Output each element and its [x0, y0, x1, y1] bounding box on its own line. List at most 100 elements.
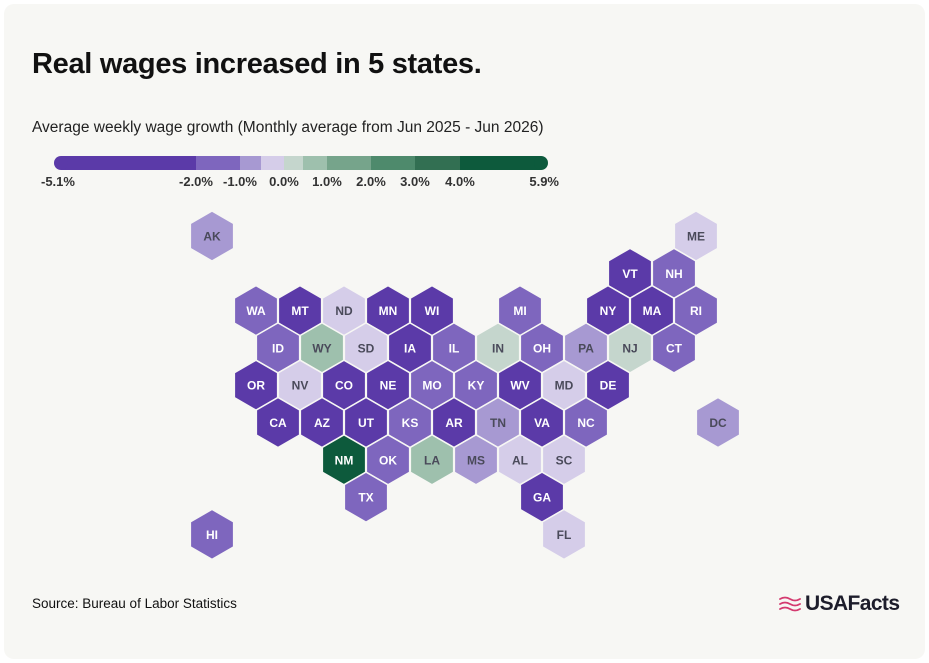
color-legend: -5.1% -2.0% -1.0% 0.0% 1.0% 2.0% 3.0% 4.0% 5.9% [41, 156, 559, 189]
state-label: OK [379, 453, 397, 467]
legend-tick-label: 1.0% [312, 174, 342, 189]
chart-subtitle: Average weekly wage growth (Monthly aver… [32, 119, 544, 136]
state-tile-ak[interactable]: AK [189, 210, 235, 262]
legend-swatch [460, 156, 542, 170]
state-label: WY [312, 341, 331, 355]
state-tile-ar[interactable]: AR [431, 396, 477, 449]
state-label: AK [203, 230, 221, 244]
state-label: NY [600, 304, 617, 318]
legend-tick-label: 2.0% [356, 174, 386, 189]
chart-title: Real wages increased in 5 states. [32, 48, 482, 80]
state-label: PA [578, 341, 594, 355]
state-hex [541, 508, 587, 561]
legend-swatch [196, 156, 241, 170]
state-label: UT [358, 416, 375, 430]
state-label: ID [272, 341, 284, 355]
state-label: MA [643, 304, 662, 318]
legend-swatch [54, 156, 68, 170]
state-label: DC [709, 416, 727, 430]
state-label: IL [449, 341, 460, 355]
legend-tick-label: -1.0% [223, 174, 257, 189]
state-label: OR [247, 379, 265, 393]
state-label: VT [622, 267, 638, 281]
legend-swatch [261, 156, 285, 170]
legend-tick-label: -2.0% [179, 174, 213, 189]
state-hex [651, 322, 697, 374]
state-label: CO [335, 379, 353, 393]
legend-tick-label: 3.0% [400, 174, 430, 189]
state-label: WI [425, 304, 440, 318]
hex-tile-map: AK ME VT NH WA MT ND MN WI MI NY MA RI ID WY SD IA IL IN OH… [189, 210, 741, 561]
state-label: SD [358, 341, 375, 355]
state-label: ND [335, 304, 353, 318]
legend-swatch [303, 156, 328, 170]
state-label: SC [556, 453, 573, 467]
brand-logo: USAFacts [779, 592, 900, 616]
state-label: ME [687, 230, 705, 244]
legend-swatch [371, 156, 416, 170]
legend-swatch [327, 156, 372, 170]
source-note: Source: Bureau of Labor Statistics [32, 596, 237, 611]
legend-swatch [534, 156, 548, 170]
legend-tick-label: -5.1% [41, 174, 75, 189]
state-label: MS [467, 453, 485, 467]
state-tile-sd[interactable]: SD [343, 322, 389, 374]
state-tile-ms[interactable]: MS [453, 433, 499, 486]
state-tile-al[interactable]: AL [497, 433, 543, 486]
state-label: TN [490, 416, 506, 430]
state-label: WV [510, 379, 529, 393]
state-label: MD [555, 379, 574, 393]
us-flag-icon [779, 596, 801, 612]
state-tile-nc[interactable]: NC [563, 396, 609, 449]
brand-name: USAFacts [805, 592, 900, 615]
state-label: GA [533, 491, 551, 505]
state-label: NJ [622, 341, 637, 355]
state-label: DE [600, 379, 617, 393]
legend-swatch [240, 156, 262, 170]
state-hex [189, 210, 235, 262]
state-tile-ca[interactable]: CA [255, 396, 301, 449]
state-tile-vt[interactable]: VT [607, 247, 653, 300]
state-label: OH [533, 341, 551, 355]
state-label: AR [445, 416, 463, 430]
state-label: NV [292, 379, 309, 393]
state-label: MI [513, 304, 526, 318]
state-tile-tx[interactable]: TX [343, 471, 389, 523]
state-hex [695, 396, 741, 449]
state-label: VA [534, 416, 550, 430]
state-label: NM [335, 453, 354, 467]
state-label: WA [246, 304, 266, 318]
state-label: CT [666, 341, 683, 355]
legend-tick-label: 0.0% [269, 174, 299, 189]
state-tile-ct[interactable]: CT [651, 322, 697, 374]
state-label: CA [269, 416, 287, 430]
state-label: IN [492, 341, 504, 355]
state-label: NC [577, 416, 595, 430]
state-label: FL [557, 528, 572, 542]
state-label: AZ [314, 416, 330, 430]
state-label: MO [422, 379, 441, 393]
state-tile-hi[interactable]: HI [189, 508, 235, 561]
state-label: MN [379, 304, 398, 318]
state-tile-ga[interactable]: GA [519, 471, 565, 523]
legend-tick-label: 4.0% [445, 174, 475, 189]
state-hex [189, 508, 235, 561]
state-label: HI [206, 528, 218, 542]
state-tile-fl[interactable]: FL [541, 508, 587, 561]
legend-swatch [61, 156, 197, 170]
state-label: MT [291, 304, 309, 318]
state-hex [343, 471, 389, 523]
state-label: RI [690, 304, 702, 318]
state-label: NE [380, 379, 397, 393]
state-label: AL [512, 453, 528, 467]
legend-swatch [284, 156, 304, 170]
state-label: IA [404, 341, 416, 355]
state-tile-in[interactable]: IN [475, 322, 521, 374]
state-tile-dc[interactable]: DC [695, 396, 741, 449]
chart-card: Real wages increased in 5 states. Averag… [4, 4, 925, 659]
legend-tick-label: 5.9% [529, 174, 559, 189]
state-label: NH [665, 267, 682, 281]
state-tile-nh[interactable]: NH [651, 247, 697, 300]
legend-swatch [415, 156, 461, 170]
state-label: TX [358, 491, 373, 505]
